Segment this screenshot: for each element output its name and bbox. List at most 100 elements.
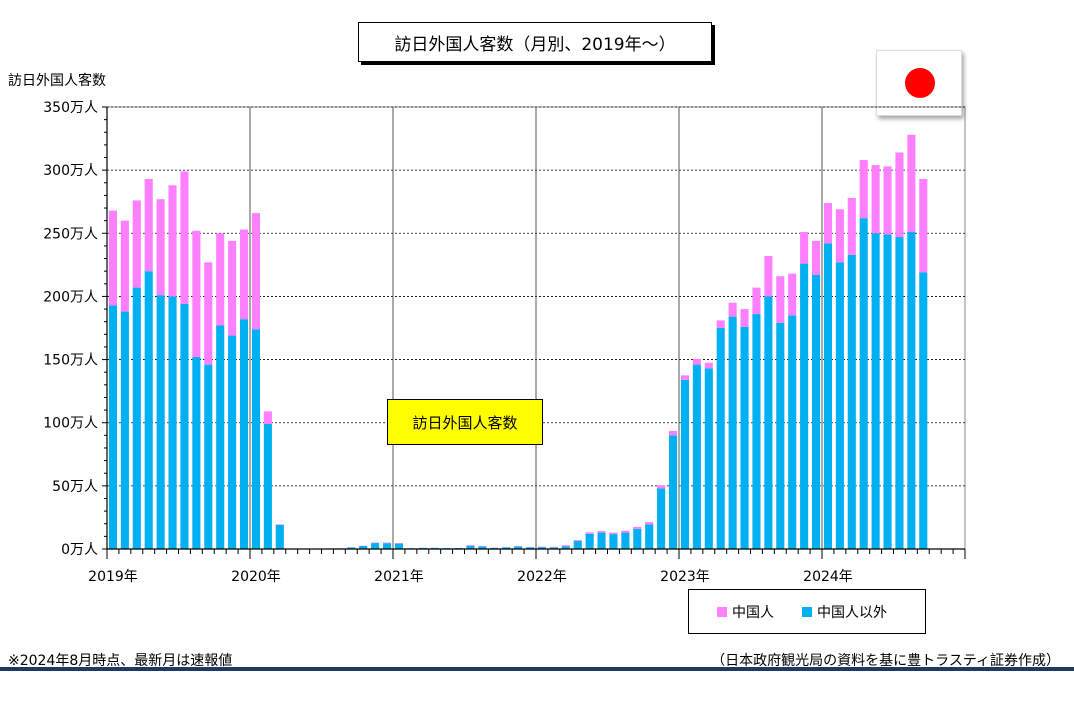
bar-non-chinese <box>871 233 880 550</box>
bar-non-chinese <box>132 287 141 549</box>
bar-non-chinese <box>633 528 642 549</box>
bar-chinese <box>728 302 737 317</box>
bar-chinese <box>382 542 392 544</box>
y-axis-label: 訪日外国人客数 <box>8 73 106 89</box>
bar-non-chinese <box>835 262 844 549</box>
y-tick-label: 150万人 <box>43 353 98 369</box>
bar-chinese <box>180 171 189 305</box>
bar-non-chinese <box>525 547 535 549</box>
bar-non-chinese <box>239 319 249 549</box>
bar-chinese <box>788 273 797 316</box>
bar-non-chinese <box>275 525 284 549</box>
bar-chinese <box>216 233 225 326</box>
bar-chinese <box>704 362 713 369</box>
bar-chinese <box>609 532 618 535</box>
bar-chinese <box>633 526 642 529</box>
chart-annotation: 訪日外国人客数 <box>387 399 543 445</box>
bar-non-chinese <box>466 545 475 549</box>
bar-non-chinese <box>752 314 761 549</box>
bars-layer <box>108 134 928 550</box>
bar-non-chinese <box>800 263 809 549</box>
bar-non-chinese <box>108 305 118 549</box>
chart-title: 訪日外国人客数（月別、2019年～） <box>358 22 712 62</box>
x-year-label: 2021年 <box>374 569 424 585</box>
japan-flag-sun <box>905 68 935 98</box>
bar-non-chinese <box>394 543 404 549</box>
bar-chinese <box>692 358 701 365</box>
bar-chinese <box>144 178 153 272</box>
bottom-rule <box>0 667 1074 671</box>
bar-non-chinese <box>692 364 701 549</box>
legend-item-non-chinese: 中国人以外 <box>802 602 887 622</box>
bar-non-chinese <box>359 545 368 549</box>
bar-chinese <box>192 230 201 358</box>
bar-non-chinese <box>609 534 618 549</box>
legend-swatch-non-chinese <box>802 606 812 617</box>
bar-chinese <box>680 375 690 380</box>
bar-non-chinese <box>776 322 785 549</box>
bar-non-chinese <box>216 325 225 549</box>
bar-chinese <box>561 545 570 547</box>
legend-swatch-chinese <box>717 606 727 617</box>
bar-non-chinese <box>120 311 129 549</box>
bar-chinese <box>239 229 249 320</box>
bar-chinese <box>251 213 261 330</box>
bar-non-chinese <box>180 304 189 549</box>
bar-chinese <box>204 262 213 365</box>
x-year-label: 2024年 <box>803 569 853 585</box>
bar-non-chinese <box>478 546 487 549</box>
bar-chinese <box>716 320 725 328</box>
bar-chinese <box>263 411 272 424</box>
bar-non-chinese <box>764 296 773 549</box>
bar-non-chinese <box>621 532 630 549</box>
bar-non-chinese <box>549 547 558 549</box>
bar-chinese <box>823 202 833 244</box>
bar-non-chinese <box>883 234 892 549</box>
bar-chinese <box>645 522 654 525</box>
bar-non-chinese <box>823 243 833 550</box>
bar-chinese <box>108 210 118 306</box>
bar-non-chinese <box>573 540 582 549</box>
bar-chinese <box>811 240 821 275</box>
bar-chinese <box>895 152 904 238</box>
bar-non-chinese <box>204 364 213 549</box>
bar-non-chinese <box>859 218 868 550</box>
bar-chinese <box>764 256 773 297</box>
source-note: （日本政府観光局の資料を基に豊トラスティ証券作成） <box>711 653 1060 669</box>
bar-non-chinese <box>144 271 153 549</box>
bar-non-chinese <box>537 547 547 549</box>
y-tick-label: 100万人 <box>43 416 98 432</box>
bar-non-chinese <box>347 547 356 549</box>
bar-chinese <box>573 540 582 541</box>
x-year-label: 2023年 <box>660 569 710 585</box>
bar-chinese <box>657 485 666 489</box>
x-year-label: 2020年 <box>231 569 281 585</box>
x-year-label: 2019年 <box>88 569 138 585</box>
footnote: ※2024年8月時点、最新月は速報値 <box>8 653 233 669</box>
bar-chinese <box>228 240 237 336</box>
bar-non-chinese <box>561 546 570 549</box>
bar-non-chinese <box>704 368 713 549</box>
japan-flag-icon <box>876 50 962 116</box>
y-tick-label: 0万人 <box>61 542 98 558</box>
y-tick-label: 50万人 <box>52 479 98 495</box>
bar-chinese <box>752 287 761 315</box>
bar-chinese <box>883 166 892 235</box>
bar-non-chinese <box>251 329 261 549</box>
bar-chinese <box>907 134 916 233</box>
bar-chinese <box>871 165 880 234</box>
legend-item-chinese: 中国人 <box>717 602 774 622</box>
bar-non-chinese <box>228 335 237 549</box>
bar-chinese <box>132 200 141 288</box>
y-tick-label: 250万人 <box>43 226 98 242</box>
bar-non-chinese <box>919 272 928 549</box>
bar-chinese <box>156 199 165 296</box>
y-tick-label: 300万人 <box>43 163 98 179</box>
bar-non-chinese <box>371 543 380 549</box>
bar-chinese <box>394 543 404 544</box>
bar-non-chinese <box>668 435 678 549</box>
bar-non-chinese <box>597 532 606 549</box>
y-tick-label: 350万人 <box>43 100 98 116</box>
bar-non-chinese <box>514 546 523 549</box>
